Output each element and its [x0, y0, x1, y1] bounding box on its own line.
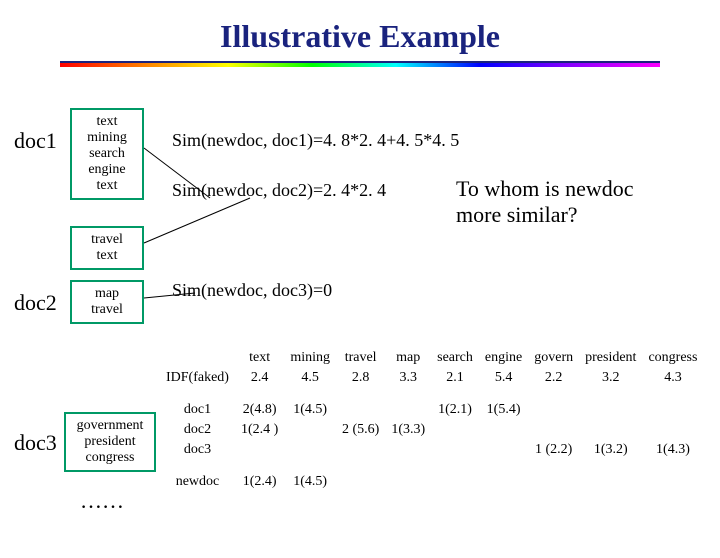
- doc2-label: doc2: [14, 290, 57, 316]
- question-line1: To whom is newdoc: [456, 176, 634, 201]
- doc1-line: text: [78, 114, 136, 130]
- table-header-cell: map: [385, 348, 431, 368]
- table-rowlabel: doc3: [160, 440, 235, 460]
- table-cell: [528, 472, 579, 492]
- table-cell: [479, 472, 528, 492]
- table-row: IDF(faked) 2.4 4.5 2.8 3.3 2.1 5.4 2.2 3…: [160, 368, 703, 388]
- doc3-line: congress: [72, 450, 148, 466]
- table-header-cell: mining: [284, 348, 336, 368]
- table-cell: 2.1: [431, 368, 479, 388]
- table-cell: [336, 472, 385, 492]
- table-cell: 1(2.4): [235, 472, 284, 492]
- table-rowlabel: newdoc: [160, 472, 235, 492]
- doc1-box: text mining search engine text: [70, 108, 144, 200]
- newdoc-line: travel: [78, 232, 136, 248]
- table-cell: [284, 440, 336, 460]
- table-cell: [385, 440, 431, 460]
- table-cell: 2.8: [336, 368, 385, 388]
- table-cell: 5.4: [479, 368, 528, 388]
- table-cell: 1(2.4 ): [235, 420, 284, 440]
- table-row: doc3 1 (2.2) 1(3.2) 1(4.3): [160, 440, 703, 460]
- table-cell: [528, 400, 579, 420]
- doc1-line: mining: [78, 130, 136, 146]
- table-cell: 1(2.1): [431, 400, 479, 420]
- doc3-line: government: [72, 418, 148, 434]
- idf-table: text mining travel map search engine gov…: [160, 348, 703, 492]
- table-cell: 3.2: [579, 368, 642, 388]
- table-rowlabel: IDF(faked): [160, 368, 235, 388]
- table-cell: [336, 400, 385, 420]
- table-cell: [579, 420, 642, 440]
- table-cell: 1(3.3): [385, 420, 431, 440]
- table-cell: [235, 440, 284, 460]
- table-cell: [385, 472, 431, 492]
- table-row: newdoc 1(2.4) 1(4.5): [160, 472, 703, 492]
- page-title: Illustrative Example: [0, 18, 720, 55]
- table-cell: [431, 440, 479, 460]
- question-text: To whom is newdoc more similar?: [456, 176, 634, 229]
- divider-rainbow: [60, 61, 660, 67]
- table-cell: 2.2: [528, 368, 579, 388]
- table-cell: 1(4.5): [284, 400, 336, 420]
- table-rowlabel: doc1: [160, 400, 235, 420]
- doc1-label: doc1: [14, 128, 57, 154]
- newdoc-line: text: [78, 248, 136, 264]
- table-cell: 4.5: [284, 368, 336, 388]
- table-cell: 4.3: [642, 368, 703, 388]
- table-cell: 1(5.4): [479, 400, 528, 420]
- doc3-label: doc3: [14, 430, 57, 456]
- table-header-cell: travel: [336, 348, 385, 368]
- table-cell: 2.4: [235, 368, 284, 388]
- table-cell: [528, 420, 579, 440]
- table-cell: [479, 420, 528, 440]
- table-cell: 1 (2.2): [528, 440, 579, 460]
- table-header-cell: text: [235, 348, 284, 368]
- table-cell: [579, 472, 642, 492]
- table-header-cell: govern: [528, 348, 579, 368]
- table-cell: [642, 400, 703, 420]
- table-header-cell: congress: [642, 348, 703, 368]
- table-cell: 2 (5.6): [336, 420, 385, 440]
- table-row: doc2 1(2.4 ) 2 (5.6) 1(3.3): [160, 420, 703, 440]
- newdoc-box: travel text: [70, 226, 144, 270]
- sim-doc3-text: Sim(newdoc, doc3)=0: [172, 280, 332, 301]
- table-header-cell: [160, 348, 235, 368]
- table-rowlabel: doc2: [160, 420, 235, 440]
- table-header-row: text mining travel map search engine gov…: [160, 348, 703, 368]
- table-header-cell: engine: [479, 348, 528, 368]
- table-cell: [642, 420, 703, 440]
- sim-doc2-text: Sim(newdoc, doc2)=2. 4*2. 4: [172, 180, 386, 201]
- table-cell: [431, 472, 479, 492]
- table-cell: 1(4.5): [284, 472, 336, 492]
- doc3-line: president: [72, 434, 148, 450]
- table-cell: [336, 440, 385, 460]
- table-cell: [642, 472, 703, 492]
- doc1-line: engine: [78, 162, 136, 178]
- doc1-line: search: [78, 146, 136, 162]
- table-cell: 1(4.3): [642, 440, 703, 460]
- table-row: doc1 2(4.8) 1(4.5) 1(2.1) 1(5.4): [160, 400, 703, 420]
- table-cell: 2(4.8): [235, 400, 284, 420]
- doc1-line: text: [78, 178, 136, 194]
- sim-doc1-text: Sim(newdoc, doc1)=4. 8*2. 4+4. 5*4. 5: [172, 130, 459, 151]
- table-cell: [284, 420, 336, 440]
- doc2-line: map: [78, 286, 136, 302]
- ellipsis-dots: ……: [80, 488, 124, 514]
- table-cell: 3.3: [385, 368, 431, 388]
- doc2-line: travel: [78, 302, 136, 318]
- table-cell: 1(3.2): [579, 440, 642, 460]
- doc2-box: map travel: [70, 280, 144, 324]
- question-line2: more similar?: [456, 202, 578, 227]
- table-header-cell: search: [431, 348, 479, 368]
- doc3-box: government president congress: [64, 412, 156, 472]
- table-cell: [579, 400, 642, 420]
- table-cell: [385, 400, 431, 420]
- table-cell: [479, 440, 528, 460]
- table-header-cell: president: [579, 348, 642, 368]
- table-cell: [431, 420, 479, 440]
